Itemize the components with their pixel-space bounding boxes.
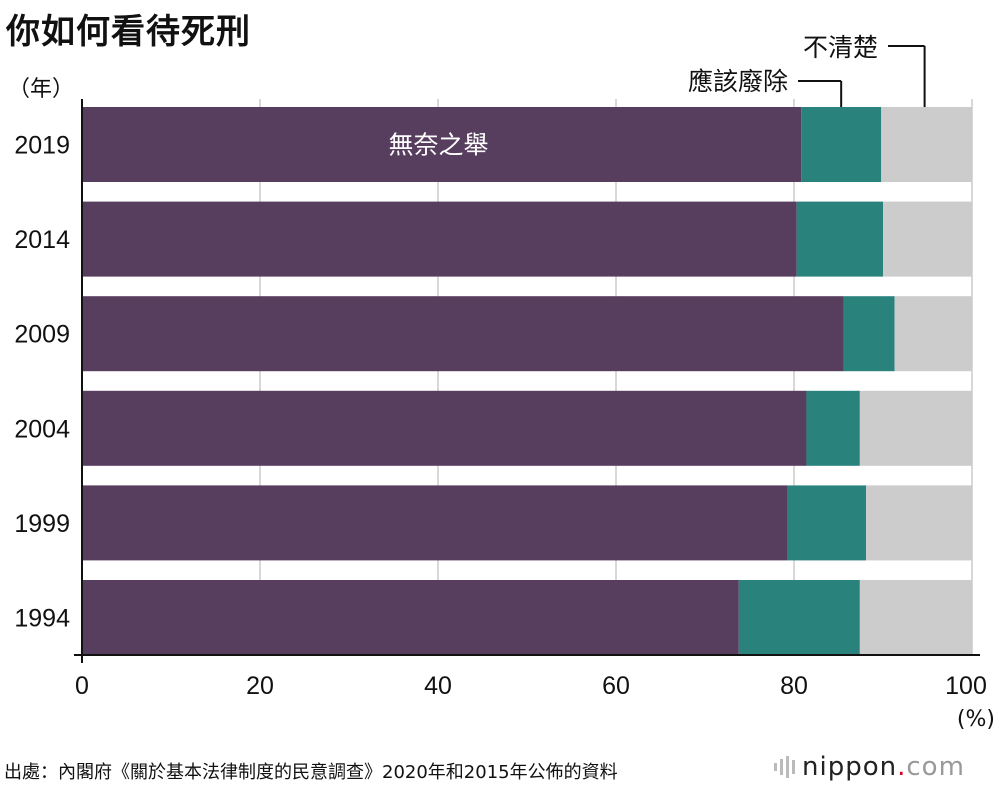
- y-tick-label: 1999: [14, 510, 70, 538]
- bar-segment-unavoidable: [82, 485, 788, 561]
- y-axis-unit: （年）: [8, 77, 74, 102]
- x-tick-label: 40: [424, 672, 452, 700]
- bar-segment-abolish: [843, 296, 895, 372]
- stacked-bar-chart: 2019 2014 2009 2004 1999 1994 0 20 40 60 80 100 (%) （…: [8, 33, 995, 732]
- nippon-logo: nippon.com: [772, 750, 965, 784]
- bar-segment-unavoidable: [82, 107, 802, 182]
- x-tick-label: 100: [945, 672, 987, 700]
- logo-name: nippon: [802, 752, 898, 782]
- bar-segment-unknown: [894, 296, 972, 372]
- x-tick-label: 20: [246, 672, 274, 700]
- logo-wordmark: nippon.com: [802, 752, 965, 782]
- y-tick-label: 2014: [14, 226, 70, 254]
- y-tick-label: 2009: [14, 321, 70, 349]
- bar-segment-abolish: [806, 390, 860, 466]
- bar-segment-unavoidable: [82, 390, 807, 466]
- y-tick-label: 1994: [14, 605, 70, 633]
- bar-segment-abolish: [738, 580, 860, 655]
- bar-segment-unknown: [866, 485, 972, 561]
- bar-segment-unavoidable: [82, 296, 844, 372]
- legend-label-unknown: 不清楚: [803, 33, 878, 62]
- x-axis-unit: (%): [957, 707, 995, 732]
- bar-segment-unknown: [859, 580, 972, 655]
- x-tick-label: 80: [780, 672, 808, 700]
- legend-label-unavoidable: 無奈之舉: [389, 131, 489, 160]
- sound-wave-icon: [774, 756, 795, 778]
- bar-segment-unknown: [881, 107, 972, 182]
- legend-label-abolish: 應該廢除: [688, 67, 788, 96]
- bar-segment-unavoidable: [82, 580, 739, 655]
- source-note: 出處：內閣府《關於基本法律制度的民意調查》2020年和2015年公佈的資料: [4, 762, 618, 783]
- bar-segment-unknown: [859, 390, 972, 466]
- bar-segment-abolish: [787, 485, 867, 561]
- bar-segment-abolish: [796, 201, 883, 277]
- y-tick-label: 2019: [14, 132, 70, 160]
- bar-segment-unknown: [883, 201, 972, 277]
- x-tick-label: 60: [602, 672, 630, 700]
- bar-segment-unavoidable: [82, 201, 797, 277]
- logo-tld: com: [906, 752, 965, 782]
- chart-title: 你如何看待死刑: [6, 12, 251, 52]
- bar-segment-abolish: [801, 107, 882, 182]
- x-tick-label: 0: [75, 672, 89, 700]
- logo-dot: .: [897, 752, 907, 782]
- y-tick-label: 2004: [14, 415, 70, 443]
